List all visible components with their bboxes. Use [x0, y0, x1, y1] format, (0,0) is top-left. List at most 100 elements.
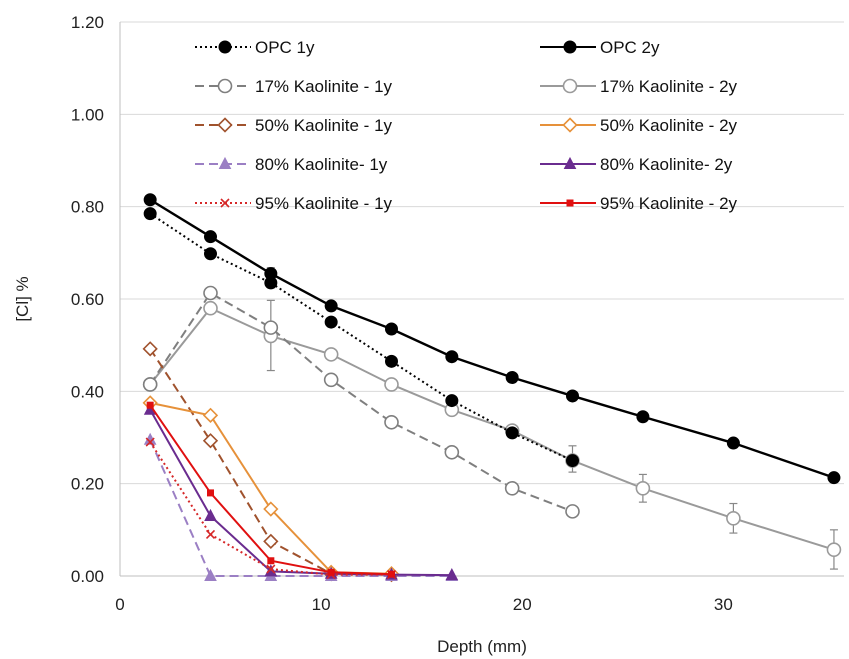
legend-marker — [566, 199, 574, 207]
legend-item: 80% Kaolinite- 2y — [540, 155, 733, 174]
legend-item: 80% Kaolinite- 1y — [195, 155, 388, 174]
data-point — [146, 401, 154, 409]
legend-item: OPC 1y — [195, 38, 315, 57]
legend-label: 17% Kaolinite - 2y — [600, 77, 738, 96]
legend-marker — [217, 78, 233, 94]
series-17-kaolinite-2y — [142, 300, 842, 557]
data-point — [384, 414, 399, 430]
data-point — [445, 567, 459, 581]
series-line — [149, 409, 452, 577]
series-80-kaolinite-1y — [143, 432, 459, 581]
series-50-kaolinite-2y — [142, 395, 400, 582]
legend-marker — [217, 117, 233, 133]
data-point — [565, 504, 580, 519]
data-point — [145, 437, 155, 447]
legend-label: 95% Kaolinite - 2y — [600, 194, 738, 213]
data-point — [385, 354, 398, 368]
data-point — [204, 230, 217, 244]
data-point — [385, 322, 398, 336]
series-opc-1y — [143, 207, 579, 468]
data-point — [264, 564, 278, 577]
data-point — [142, 377, 158, 392]
data-point — [204, 508, 217, 521]
series-95-kaolinite-2y — [146, 401, 395, 578]
series-group — [142, 193, 842, 583]
data-point — [323, 372, 339, 388]
data-point — [267, 557, 275, 565]
legend-label: 80% Kaolinite- 2y — [600, 155, 733, 174]
x-tick-label: 30 — [714, 595, 733, 614]
y-axis-title: [Cl] % — [13, 276, 32, 321]
series-line — [149, 441, 392, 576]
data-point — [204, 247, 217, 261]
y-tick-labels: 0.00 0.20 0.40 0.60 0.80 1.00 1.20 — [71, 13, 104, 586]
y-tick-label: 0.60 — [71, 290, 104, 309]
legend-label: 17% Kaolinite - 1y — [255, 77, 393, 96]
data-point — [263, 320, 279, 335]
series-line — [149, 439, 452, 577]
data-point — [324, 315, 338, 329]
series-80-kaolinite-2y — [143, 402, 459, 581]
legend-label: 95% Kaolinite - 1y — [255, 194, 393, 213]
data-point — [203, 285, 218, 301]
data-point — [635, 480, 651, 496]
axes — [119, 22, 844, 577]
data-point — [324, 299, 338, 313]
y-tick-label: 0.40 — [71, 382, 104, 401]
data-point — [142, 341, 158, 357]
y-tick-label: 0.00 — [71, 567, 104, 586]
gridlines — [120, 21, 844, 485]
legend-label: 50% Kaolinite - 2y — [600, 116, 738, 135]
x-tick-labels: 0 10 20 30 — [115, 595, 733, 614]
x-tick-label: 10 — [312, 595, 331, 614]
data-point — [445, 394, 459, 408]
legend-marker — [563, 156, 577, 169]
x-tick-label: 20 — [513, 595, 532, 614]
x-tick-label: 0 — [115, 595, 124, 614]
data-point — [202, 433, 219, 449]
legend-marker — [218, 40, 232, 54]
series-line — [149, 198, 835, 479]
data-point — [204, 568, 217, 581]
legend-label: OPC 1y — [255, 38, 315, 57]
data-point — [566, 389, 579, 403]
legend-marker — [218, 156, 232, 169]
legend-label: 50% Kaolinite - 1y — [255, 116, 393, 135]
legend-marker — [562, 117, 578, 133]
data-point — [388, 570, 395, 578]
legend-marker — [220, 198, 230, 208]
legend-item: 95% Kaolinite - 2y — [540, 194, 738, 213]
legend-item: 50% Kaolinite - 2y — [540, 116, 738, 135]
data-point — [323, 347, 339, 362]
y-tick-label: 0.20 — [71, 475, 104, 494]
data-point — [264, 267, 278, 281]
legend-item: 17% Kaolinite - 2y — [540, 77, 738, 96]
data-point — [266, 564, 276, 574]
data-point — [384, 377, 399, 392]
y-tick-label: 0.80 — [71, 198, 104, 217]
data-point — [143, 207, 157, 221]
data-point — [505, 426, 519, 440]
data-point — [444, 444, 460, 460]
x-axis-title: Depth (mm) — [437, 637, 527, 656]
legend-label: 80% Kaolinite- 1y — [255, 155, 388, 174]
data-point — [827, 471, 841, 485]
legend-label: OPC 2y — [600, 38, 660, 57]
legend-marker — [563, 40, 577, 54]
data-point — [504, 480, 520, 496]
data-point — [263, 501, 279, 517]
legend-item: 17% Kaolinite - 1y — [195, 77, 393, 96]
legend-item: 50% Kaolinite - 1y — [195, 116, 393, 135]
data-point — [566, 454, 579, 468]
data-point — [636, 410, 650, 424]
data-point — [726, 436, 740, 450]
data-point — [263, 533, 279, 550]
data-point — [202, 407, 219, 423]
data-point — [205, 529, 216, 540]
y-tick-label: 1.20 — [71, 13, 104, 32]
data-point — [826, 542, 842, 557]
series-17-kaolinite-1y — [142, 285, 580, 519]
series-line — [149, 291, 573, 513]
legend-item: 95% Kaolinite - 1y — [195, 194, 393, 213]
